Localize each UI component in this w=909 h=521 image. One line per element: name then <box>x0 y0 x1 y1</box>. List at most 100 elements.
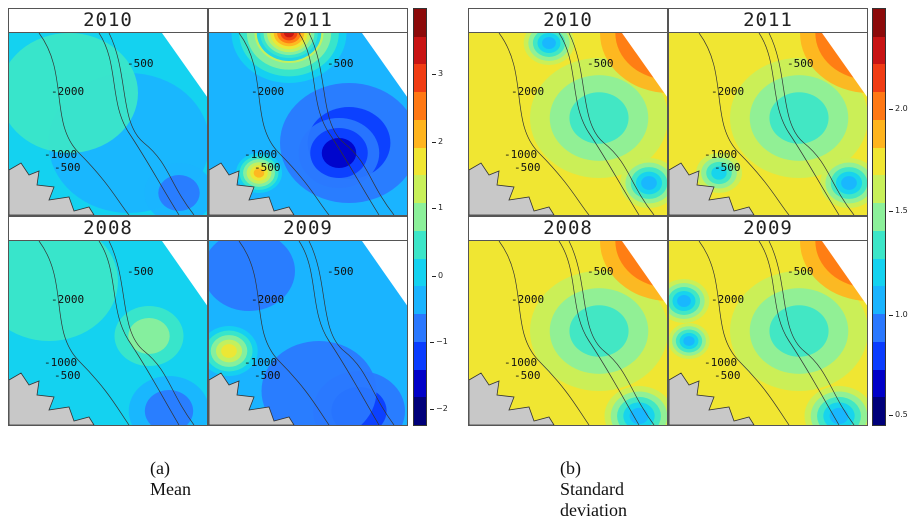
field-band <box>569 305 629 357</box>
mean-colorbar-tick: −2 <box>430 404 448 413</box>
contour-label: -500 <box>254 161 281 174</box>
bathymetry-contour <box>698 33 790 215</box>
map-year-label: 2011 <box>669 9 867 33</box>
contour-label: -1000 <box>704 356 737 369</box>
map-year-label: 2010 <box>469 9 667 33</box>
contour-label: -500 <box>787 265 814 278</box>
bathymetry-contour <box>298 33 380 215</box>
colorbar-segment <box>873 369 885 398</box>
contour-label: -1000 <box>44 356 77 369</box>
contour-label: -1000 <box>44 148 77 161</box>
mean-colorbar <box>413 8 427 426</box>
contour-label: -500 <box>54 161 81 174</box>
colorbar-segment <box>414 369 426 398</box>
coastline-land <box>9 162 95 215</box>
mean-colorbar-tick: −1 <box>430 337 448 346</box>
colorbar-segment <box>873 258 885 287</box>
mean-colorbar-tick: 2 <box>431 137 444 146</box>
coastline-land <box>209 372 295 425</box>
coastline-land <box>469 162 555 215</box>
colorbar-segment <box>414 341 426 370</box>
contour-label: -500 <box>787 57 814 70</box>
no-data-region <box>822 33 867 97</box>
contour-label: -1000 <box>504 148 537 161</box>
colorbar-segment <box>873 9 885 37</box>
colorbar-segment <box>414 64 426 93</box>
mean-2008-field: -500-2000-1000-5000 <box>9 241 207 425</box>
field-band <box>677 295 691 307</box>
bathymetry-contour <box>498 33 590 215</box>
field-band <box>829 407 849 425</box>
colorbar-segment <box>414 230 426 259</box>
field-band <box>711 166 727 180</box>
map-year-label: 2008 <box>469 217 667 241</box>
field-band <box>221 344 237 358</box>
contour-label: -500 <box>714 369 741 382</box>
field-band <box>683 336 695 346</box>
colorbar-segment <box>873 175 885 204</box>
field-band <box>9 33 138 153</box>
mean-map-2010: 2010 -500-2000-1000-5000 <box>8 8 208 216</box>
mean-map-2009: 2009 -500-2000-1000-5000 <box>208 216 408 426</box>
contour-label: -2000 <box>511 293 544 306</box>
mean-caption: (a) Mean <box>150 458 191 499</box>
contour-label: -2000 <box>51 85 84 98</box>
std-colorbar-tick: 1.5 <box>889 206 908 215</box>
map-year-label: 2010 <box>9 9 207 33</box>
contour-label: -1000 <box>244 356 277 369</box>
std-colorbar-tick: 1.0 <box>889 310 908 319</box>
contour-label: -2000 <box>251 293 284 306</box>
mean-2009-field: -500-2000-1000-5000 <box>209 241 407 425</box>
contour-label: -1000 <box>704 148 737 161</box>
field-band <box>641 176 657 190</box>
bathymetry-contour <box>558 241 640 425</box>
colorbar-segment <box>414 314 426 342</box>
coastline-land <box>669 162 755 215</box>
mean-2010-field: -500-2000-1000-5000 <box>9 33 207 215</box>
bathymetry-contour <box>768 33 855 215</box>
field-band <box>253 168 265 178</box>
bathymetry-contour <box>238 33 330 215</box>
contour-label: -500 <box>254 369 281 382</box>
contour-label: -500 <box>587 265 614 278</box>
std-colorbar-tick: 0.5 <box>889 410 908 419</box>
bathymetry-contour <box>308 33 395 215</box>
colorbar-segment <box>873 314 885 342</box>
field-band <box>841 176 857 190</box>
contour-label: -500 <box>127 265 154 278</box>
bathymetry-contour <box>558 33 640 215</box>
field-band <box>769 92 829 144</box>
std-colorbar-tick: 2.0 <box>889 104 908 113</box>
colorbar-segment <box>873 286 885 315</box>
mean-map-2008: 2008 -500-2000-1000-5000 <box>8 216 208 426</box>
colorbar-segment <box>414 397 426 425</box>
no-data-region <box>622 33 667 97</box>
colorbar-segment <box>873 203 885 231</box>
bathymetry-contour <box>698 241 790 425</box>
bathymetry-contour <box>298 241 380 425</box>
contour-label: -2000 <box>711 85 744 98</box>
colorbar-segment <box>873 230 885 259</box>
bathymetry-contour <box>98 33 180 215</box>
colorbar-segment <box>414 203 426 231</box>
contour-label: -2000 <box>511 85 544 98</box>
bathymetry-contour <box>498 241 590 425</box>
mean-colorbar-tick: 3 <box>431 69 444 78</box>
colorbar-segment <box>873 147 885 176</box>
field-band <box>9 241 118 341</box>
map-year-label: 2008 <box>9 217 207 241</box>
field-band <box>542 37 556 49</box>
coastline-land <box>669 372 755 425</box>
field-band <box>209 241 295 311</box>
bathymetry-contour <box>238 241 330 425</box>
contour-label: -2000 <box>251 85 284 98</box>
colorbar-segment <box>414 258 426 287</box>
bathymetry-contour <box>758 33 840 215</box>
contour-label: -2000 <box>711 293 744 306</box>
colorbar-segment <box>873 119 885 148</box>
bathymetry-contour <box>38 33 130 215</box>
std-2009-field: -500-2000-1000-5000 <box>669 241 867 425</box>
mean-2011-field: -500-2000-1000-5000 <box>209 33 407 215</box>
field-band <box>283 33 295 38</box>
coastline-land <box>469 372 555 425</box>
